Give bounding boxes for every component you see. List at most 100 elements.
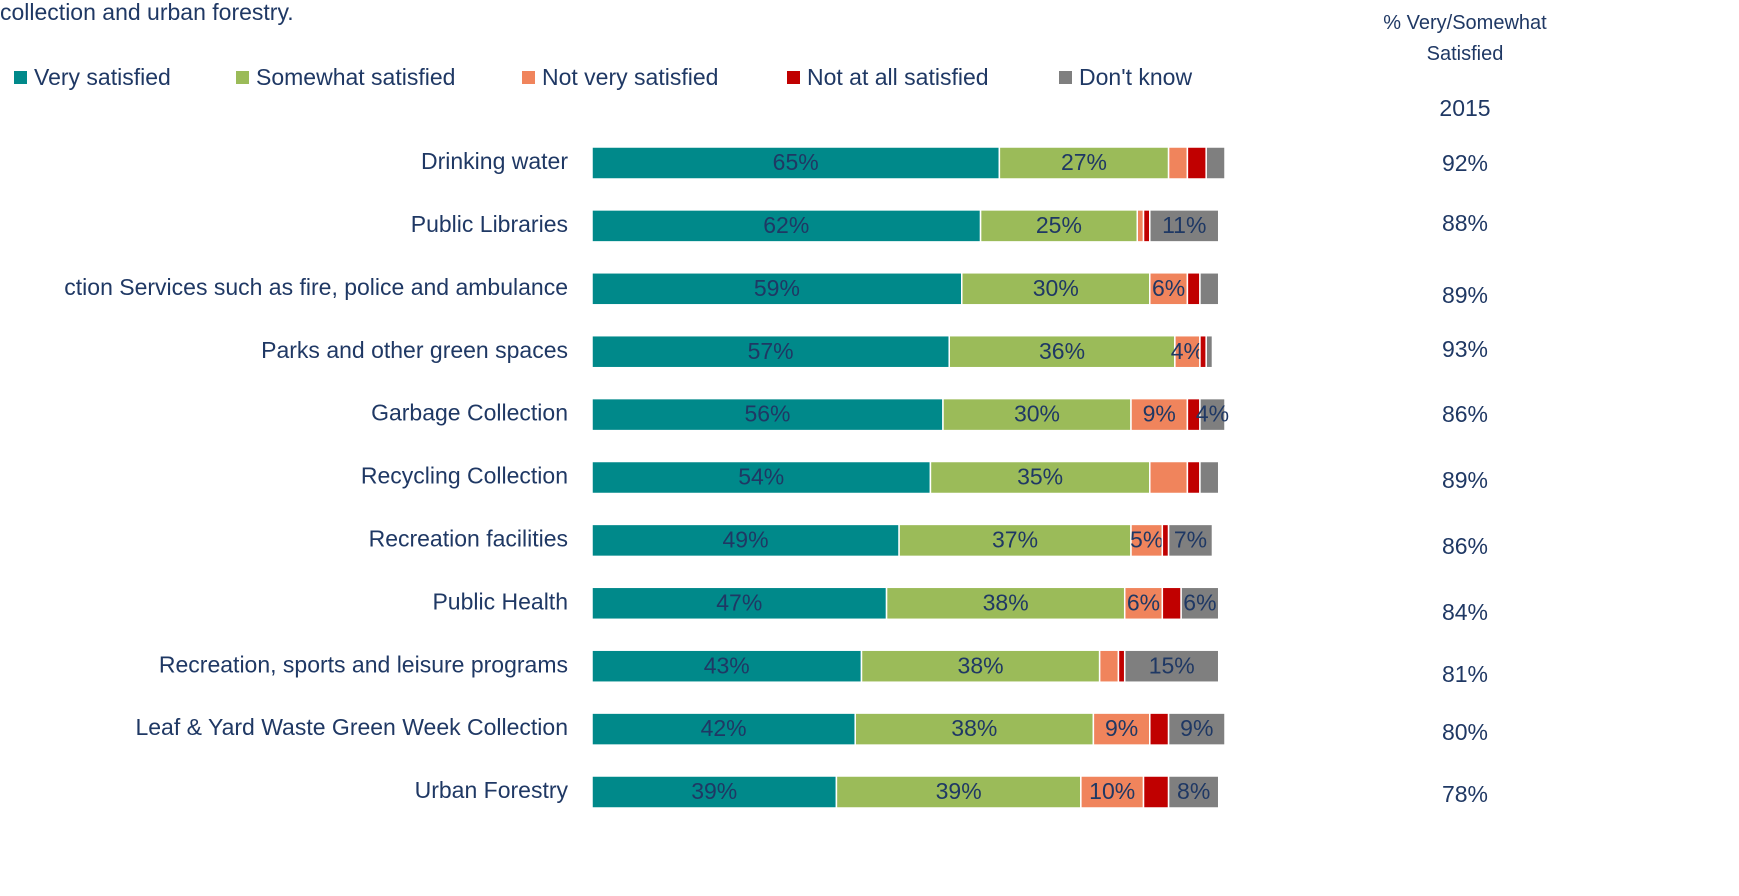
bar-segment [998, 146, 1170, 180]
bar-segment [591, 712, 856, 746]
category-label: Recycling Collection [361, 463, 568, 489]
data-label: 8% [1177, 778, 1210, 804]
bar-segment [885, 586, 1126, 621]
bar-segment [591, 272, 963, 306]
legend-swatch [236, 71, 249, 84]
summary-value: 88% [1442, 210, 1488, 236]
bar-segment [1080, 775, 1145, 809]
category-label: Garbage Collection [371, 400, 568, 426]
bar-segment [1123, 649, 1220, 683]
bar-segment [591, 523, 900, 558]
bar-segment [1167, 523, 1214, 558]
data-label: 65% [773, 149, 819, 175]
bar-segment [1092, 712, 1151, 746]
bar-segment [1142, 775, 1170, 809]
legend-label: Very satisfied [34, 64, 171, 90]
data-label: 39% [691, 778, 737, 804]
data-label: 9% [1143, 401, 1176, 427]
bar-segment [1161, 523, 1170, 558]
summary-value: 86% [1442, 401, 1488, 427]
bar-segment [898, 523, 1132, 558]
summary-title: % Very/Somewhat Satisfied [1383, 12, 1547, 65]
data-label: 9% [1180, 715, 1213, 741]
bar-segment [1136, 209, 1145, 243]
bar-segment [1123, 586, 1164, 621]
category-label: Recreation, sports and leisure programs [159, 651, 568, 677]
bar-segment [591, 586, 888, 621]
data-label: 57% [748, 338, 794, 364]
category-label: Recreation facilities [369, 525, 568, 551]
data-label: 27% [1061, 149, 1107, 175]
bar-segment [1205, 146, 1226, 180]
data-label: 10% [1089, 778, 1135, 804]
data-label: 4% [1196, 401, 1229, 427]
bar-segment [591, 649, 863, 683]
bar-segment [948, 334, 1176, 369]
category-label: Public Health [432, 588, 568, 614]
data-label: 30% [1014, 401, 1060, 427]
category-label: Parks and other green spaces [261, 337, 568, 363]
data-label: 9% [1105, 715, 1138, 741]
bar-segment [1205, 334, 1214, 369]
data-label: 25% [1036, 212, 1082, 238]
bar-segment [1199, 460, 1220, 495]
bar-segment [1142, 209, 1151, 243]
data-label: 35% [1017, 464, 1063, 490]
bar-segment [1167, 775, 1220, 809]
bar-segment [1149, 712, 1170, 746]
data-label: 47% [716, 589, 762, 615]
bar-segment [1199, 397, 1226, 432]
legend-swatch [14, 71, 27, 84]
category-label: Drinking water [421, 148, 568, 174]
data-label: 15% [1149, 652, 1195, 678]
data-label: 39% [936, 778, 982, 804]
data-label: 56% [744, 401, 790, 427]
bar-segment [1149, 460, 1189, 495]
summary-value: 89% [1442, 282, 1488, 308]
bar-segment [591, 334, 950, 369]
data-label: 4% [1171, 338, 1204, 364]
bar-segment [591, 460, 932, 495]
summary-value: 93% [1442, 336, 1488, 362]
data-label: 54% [738, 464, 784, 490]
bar-segment [961, 272, 1151, 306]
summary-year: 2015 [1439, 95, 1490, 121]
summary-value: 81% [1442, 661, 1488, 687]
data-label: 42% [701, 715, 747, 741]
bar-segment [854, 712, 1095, 746]
bar-segment [1180, 586, 1220, 621]
data-label: 5% [1130, 526, 1163, 552]
legend-label: Not very satisfied [542, 64, 718, 90]
data-label: 62% [763, 212, 809, 238]
bar-segment [1117, 649, 1126, 683]
data-label: 37% [992, 526, 1038, 552]
legend-swatch [522, 71, 535, 84]
bar-segment [1149, 272, 1189, 306]
category-label: Public Libraries [411, 211, 568, 237]
bar-segment [1130, 397, 1189, 432]
summary-value: 86% [1442, 533, 1488, 559]
legend-label: Not at all satisfied [807, 64, 989, 90]
bar-segment [1199, 334, 1207, 369]
legend-swatch [787, 71, 800, 84]
category-label: Leaf & Yard Waste Green Week Collection [135, 714, 568, 740]
data-label: 11% [1162, 212, 1206, 238]
bar-segment [1167, 146, 1189, 180]
category-label: Urban Forestry [415, 777, 569, 803]
bar-segment [1149, 209, 1220, 243]
data-label: 6% [1183, 589, 1216, 615]
data-label: 36% [1039, 338, 1085, 364]
bar-segment [1186, 272, 1201, 306]
bar-segment [591, 146, 1001, 180]
bar-segment [1167, 712, 1226, 746]
bar-segment [591, 397, 944, 432]
bar-segment [1199, 272, 1220, 306]
data-label: 59% [754, 275, 800, 301]
legend-label: Don't know [1079, 64, 1192, 90]
data-label: 7% [1174, 526, 1207, 552]
bar-segment [1098, 649, 1120, 683]
bar-segment [1186, 460, 1201, 495]
summary-value: 89% [1442, 467, 1488, 493]
